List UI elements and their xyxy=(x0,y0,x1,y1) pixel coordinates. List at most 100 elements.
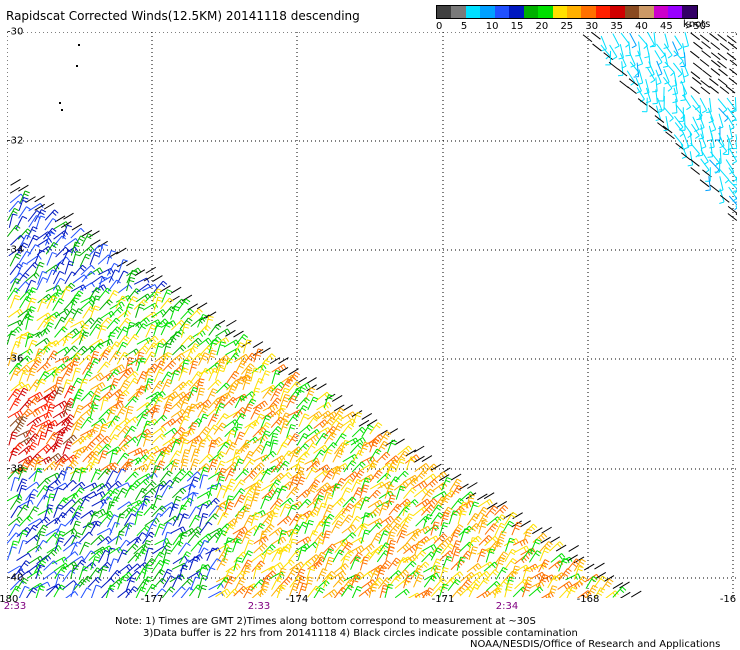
wind-barb xyxy=(117,539,131,552)
wind-barb xyxy=(710,59,721,68)
pass-time-label: 2:33 xyxy=(247,601,271,612)
wind-barb xyxy=(16,504,30,517)
wind-barb xyxy=(385,466,396,481)
wind-barb xyxy=(152,569,166,582)
wind-barb xyxy=(278,357,289,364)
wind-barb xyxy=(36,456,53,465)
wind-barb xyxy=(188,308,203,320)
wind-barb xyxy=(262,450,277,462)
wind-barb xyxy=(494,522,506,537)
wind-barb xyxy=(70,564,79,579)
wind-barb xyxy=(287,433,300,446)
wind-barb xyxy=(369,481,386,490)
wind-barb xyxy=(422,587,434,598)
longitude-label: -180 xyxy=(0,594,19,605)
longitude-label: -177 xyxy=(140,594,164,605)
wind-barb xyxy=(700,86,711,95)
wind-barb xyxy=(187,531,201,544)
wind-barb xyxy=(405,532,420,545)
wind-barb xyxy=(134,532,147,545)
wind-barb xyxy=(522,583,532,598)
wind-barb xyxy=(71,394,82,409)
wind-barb xyxy=(160,485,173,498)
legend-swatch xyxy=(494,6,510,18)
wind-barb xyxy=(241,530,253,544)
wind-barb xyxy=(160,321,172,336)
wind-barb xyxy=(223,547,233,562)
wind-barb xyxy=(71,308,84,322)
wind-barb xyxy=(376,440,389,454)
wind-barb xyxy=(567,554,578,562)
wind-barb xyxy=(313,444,329,454)
wind-barb xyxy=(18,197,29,211)
wind-barb xyxy=(448,571,464,581)
wind-barb xyxy=(142,531,155,545)
wind-barb xyxy=(402,501,412,517)
wind-barb xyxy=(484,535,499,547)
wind-barb xyxy=(188,514,201,528)
wind-barb xyxy=(233,494,246,508)
wind-barb xyxy=(719,43,730,51)
wind-barb xyxy=(268,426,282,438)
wind-barb xyxy=(217,511,229,526)
legend-label: 0 xyxy=(436,21,443,32)
wind-barb xyxy=(261,523,275,536)
wind-barb xyxy=(208,582,224,591)
wind-barb xyxy=(297,582,308,597)
wind-barb xyxy=(723,140,730,156)
wind-barb xyxy=(243,470,258,482)
wind-barb xyxy=(98,243,108,258)
wind-barb xyxy=(34,378,47,392)
wind-barb xyxy=(242,368,253,383)
wind-barb xyxy=(170,540,184,553)
wind-barb xyxy=(234,334,249,346)
wind-barb xyxy=(63,466,73,481)
wind-barb xyxy=(334,404,345,412)
wind-barb xyxy=(61,499,76,510)
wind-barb xyxy=(16,552,32,561)
wind-barb xyxy=(106,262,119,276)
wind-barb xyxy=(90,388,102,402)
wind-barb xyxy=(415,561,430,573)
wind-barb xyxy=(449,529,461,543)
wind-barb xyxy=(304,434,320,444)
wind-barb xyxy=(288,538,298,553)
note-line-2: 3)Data buffer is 22 hrs from 20141118 4)… xyxy=(143,628,578,639)
wind-barb xyxy=(260,495,271,510)
wind-barb xyxy=(127,447,144,456)
wind-barb xyxy=(233,557,243,572)
wind-barb xyxy=(144,368,154,383)
wind-barb xyxy=(287,371,300,384)
wind-barb xyxy=(27,244,40,257)
wind-barb xyxy=(162,360,177,372)
wind-barb xyxy=(420,504,435,516)
legend-swatch xyxy=(682,6,697,18)
wind-barb xyxy=(109,521,120,536)
wind-barb xyxy=(9,186,21,194)
wind-barb xyxy=(63,551,79,561)
wind-barb xyxy=(718,107,729,122)
wind-barb xyxy=(323,394,334,409)
wind-barb xyxy=(296,397,310,409)
wind-barb xyxy=(433,533,448,544)
legend-swatch xyxy=(610,6,625,18)
wind-barb xyxy=(44,395,55,409)
wind-barb xyxy=(520,520,531,528)
wind-barb xyxy=(549,541,564,552)
wind-barb xyxy=(359,556,370,571)
wind-barb xyxy=(116,425,131,437)
wind-barb xyxy=(511,521,522,536)
wind-barb xyxy=(277,515,292,526)
wind-barb xyxy=(177,298,191,311)
wind-barb xyxy=(43,389,59,400)
wind-barb xyxy=(153,360,166,374)
wind-barb xyxy=(322,530,332,545)
wind-barb xyxy=(109,449,119,464)
wind-barb xyxy=(71,422,83,436)
wind-barb xyxy=(188,438,199,453)
wind-barb xyxy=(214,502,227,516)
wind-barb xyxy=(270,407,285,419)
legend-swatch xyxy=(552,6,567,18)
wind-barb xyxy=(180,587,194,598)
wind-barb xyxy=(195,378,205,393)
